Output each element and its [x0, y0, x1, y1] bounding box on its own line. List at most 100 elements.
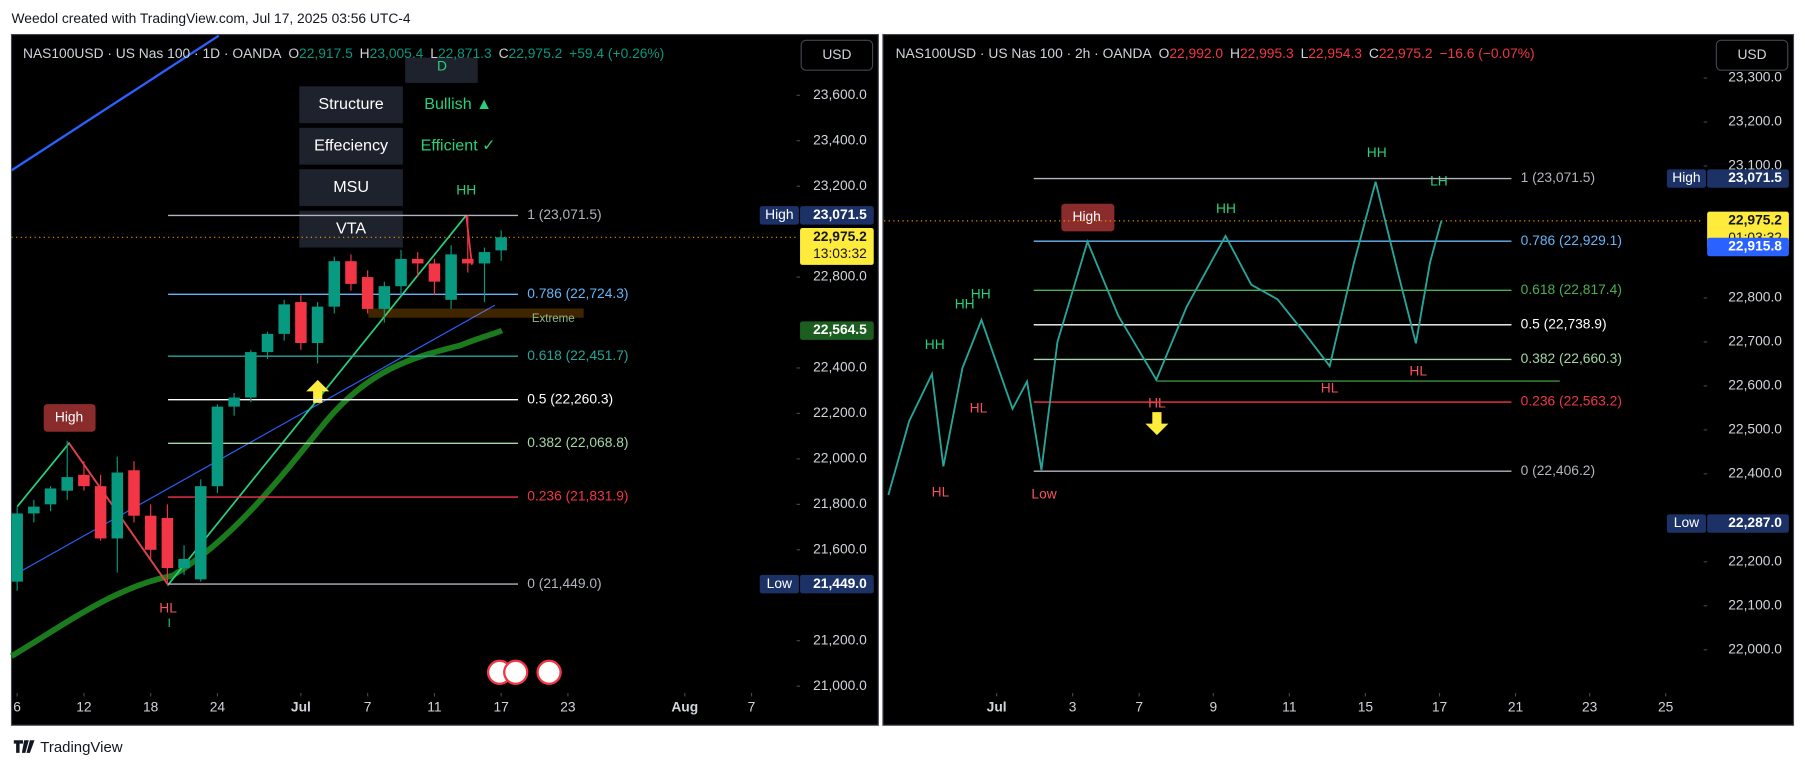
candle-body [478, 252, 491, 264]
ohlc-value: 22,975.2 [509, 45, 563, 61]
fib-label: 0.236 (21,831.9) [527, 488, 628, 504]
price-tag-label: 21,449.0 [813, 575, 867, 591]
zone [368, 308, 584, 318]
price-tag-title-box [759, 574, 799, 594]
price-tag-label: 23,071.5 [813, 206, 867, 222]
y-tick-label: 22,200.0 [1728, 552, 1782, 568]
x-tick-label: Jul [291, 699, 311, 715]
right-chart: High HH HH LH HH HH HH HL HL Low HL HL H… [884, 39, 1789, 715]
candle-body [345, 261, 357, 284]
candle-body [261, 333, 274, 353]
table-value: Efficient ✓ [421, 136, 496, 154]
candle-body [194, 486, 207, 580]
candle-body [428, 263, 441, 282]
candle-body [228, 397, 240, 407]
candle-body [11, 513, 23, 582]
y-tick-label: 23,300.0 [1728, 69, 1782, 85]
ohlc-label: C [499, 45, 509, 61]
price-tag [800, 321, 874, 340]
candle-body [144, 515, 157, 550]
annotation: Extreme [532, 313, 575, 325]
ohlc-value: 23,005.4 [370, 45, 424, 61]
structure-table: D Structure Bullish ▲ Effeciency Efficie… [299, 57, 496, 248]
annotation: HH [925, 336, 945, 352]
price-tag [800, 228, 874, 265]
y-tick-label: 22,700.0 [1728, 333, 1782, 349]
candle-body [295, 302, 307, 343]
currency: USD [822, 46, 851, 62]
x-tick-label: 25 [1658, 699, 1674, 715]
x-tick-label: 21 [1508, 699, 1523, 715]
annotation: HL [1321, 380, 1339, 396]
x-tick-label: 7 [748, 699, 756, 715]
candle-body [395, 258, 407, 287]
y-tick-label: 22,100.0 [1728, 596, 1782, 612]
candle-body [61, 477, 73, 491]
price-tag-title-box [759, 206, 799, 225]
price-line [887, 181, 1443, 496]
y-tick-label: 22,400.0 [813, 359, 867, 375]
table-cell [299, 86, 403, 124]
ohlc-label: L [1301, 45, 1309, 61]
ohlc-value: 22,954.3 [1308, 45, 1362, 61]
symbol-legend: NAS100USD · US Nas 100 · 1D · OANDA O22,9… [23, 45, 664, 61]
left-chart: D Structure Bullish ▲ Effeciency Efficie… [10, 34, 874, 715]
currency-button [800, 39, 874, 71]
candle-body [311, 306, 324, 343]
table-cell [299, 210, 403, 248]
annotation: LH [1430, 173, 1448, 189]
ohlc-label: O [288, 45, 299, 61]
candle-body [161, 517, 174, 568]
price-tag-label: 23,071.5 [1728, 169, 1782, 185]
table-label: Effeciency [314, 136, 389, 154]
y-tick-label: 22,500.0 [1728, 421, 1782, 437]
ohlc-label: H [1230, 45, 1240, 61]
ohlc-value: 22,992.0 [1169, 45, 1223, 61]
annotation: HL [932, 483, 950, 499]
brand: TradingView [40, 739, 122, 756]
y-tick-label: 23,200.0 [813, 177, 867, 193]
x-tick-label: 11 [1282, 699, 1296, 715]
label-box [43, 404, 96, 432]
ohlc-label: C [1369, 45, 1379, 61]
table-label: MSU [333, 178, 369, 196]
x-tick-label: 24 [210, 699, 226, 715]
candle-body [361, 277, 374, 309]
ohlc-label: L [430, 45, 438, 61]
table-cell [299, 169, 403, 207]
annotation: I [168, 618, 171, 630]
fib-label: 0.786 (22,929.1) [1521, 232, 1622, 248]
price-tag [1707, 514, 1789, 533]
table-cell [405, 57, 478, 83]
x-tick-label: 17 [493, 699, 508, 715]
y-tick-label: 21,200.0 [813, 631, 867, 647]
price-tag-label: 22,564.5 [813, 321, 867, 337]
price-tag [800, 574, 874, 594]
candle-body [128, 470, 140, 516]
annotation: High [55, 409, 83, 425]
trend-line [10, 34, 220, 172]
price-tag [1707, 237, 1789, 257]
moving-average [10, 327, 504, 659]
candle-body [462, 258, 474, 264]
price-tag-title: Low [767, 575, 792, 591]
candle-body [78, 474, 90, 487]
arrow [306, 379, 330, 403]
event-icons [486, 659, 562, 685]
fib-label: 0.382 (22,068.8) [527, 434, 628, 450]
annotation: Low [1031, 486, 1056, 502]
candle-body [111, 472, 124, 539]
y-tick-label: 22,800.0 [1728, 289, 1782, 305]
candle-body [211, 406, 224, 487]
price-tag-label: 22,975.2 [1728, 212, 1782, 228]
fib-label: 0.5 (22,260.3) [527, 390, 613, 406]
left-panel [10, 33, 879, 726]
price-tag-label: 22,287.0 [1728, 514, 1782, 530]
fib-label: 0.618 (22,817.4) [1521, 281, 1622, 297]
fib-label: 0.618 (22,451.7) [527, 347, 628, 363]
candle-body [328, 261, 341, 307]
price-tag [1707, 169, 1789, 188]
price-tag [800, 206, 874, 225]
price-tag-title: High [1672, 169, 1700, 185]
